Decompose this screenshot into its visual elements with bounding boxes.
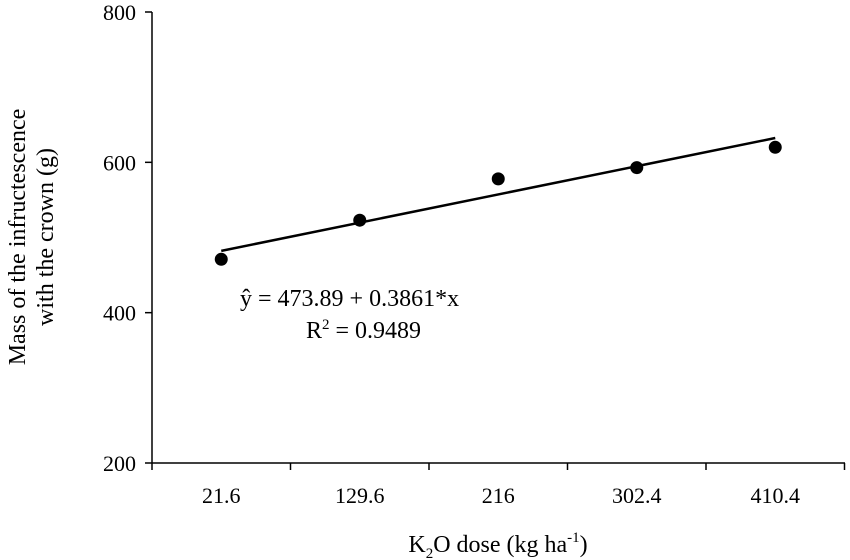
- x-axis-title-end: ): [580, 532, 588, 558]
- x-tick-label: 21.6: [202, 483, 241, 508]
- y-axis-title: Mass of the infructescence with the crow…: [5, 109, 59, 366]
- r2-prefix: R: [306, 318, 322, 344]
- y-tick-label: 800: [103, 0, 136, 25]
- x-axis-title-superscript: -1: [567, 530, 580, 546]
- r2-value: = 0.9489: [330, 318, 422, 344]
- y-axis-title-line-2: with the crown (g): [33, 148, 59, 326]
- x-tick-label: 410.4: [751, 483, 801, 508]
- x-tick-label: 302.4: [612, 483, 662, 508]
- x-ticks: 21.6 129.6 216 302.4 410.4: [151, 463, 846, 508]
- x-tick-label: 216: [482, 483, 515, 508]
- r2-superscript: 2: [322, 317, 330, 333]
- y-ticks: 200 400 600 800: [103, 0, 152, 476]
- axes: [151, 12, 845, 464]
- trendline: [221, 136, 776, 253]
- y-tick-label: 400: [103, 301, 136, 326]
- y-tick-label: 200: [103, 451, 136, 476]
- data-point: [214, 252, 228, 266]
- data-point: [768, 140, 782, 154]
- x-axis-title-main: K: [408, 532, 426, 558]
- x-axis-title-mid: O dose (kg ha: [433, 532, 567, 558]
- data-points: [214, 140, 782, 266]
- data-point: [491, 172, 505, 186]
- x-tick-label: 129.6: [335, 483, 385, 508]
- regression-equation: ŷ = 473.89 + 0.3861*x: [240, 286, 459, 312]
- x-axis-title: K2O dose (kg ha-1): [408, 530, 587, 560]
- y-axis-title-line-1: Mass of the infructescence: [5, 109, 31, 366]
- trendline-group: [221, 136, 776, 253]
- data-point: [630, 161, 644, 175]
- data-point: [353, 213, 367, 227]
- r-squared-label: R2 = 0.9489: [306, 317, 421, 344]
- x-axis-title-subscript: 2: [426, 546, 434, 560]
- y-tick-label: 600: [103, 150, 136, 175]
